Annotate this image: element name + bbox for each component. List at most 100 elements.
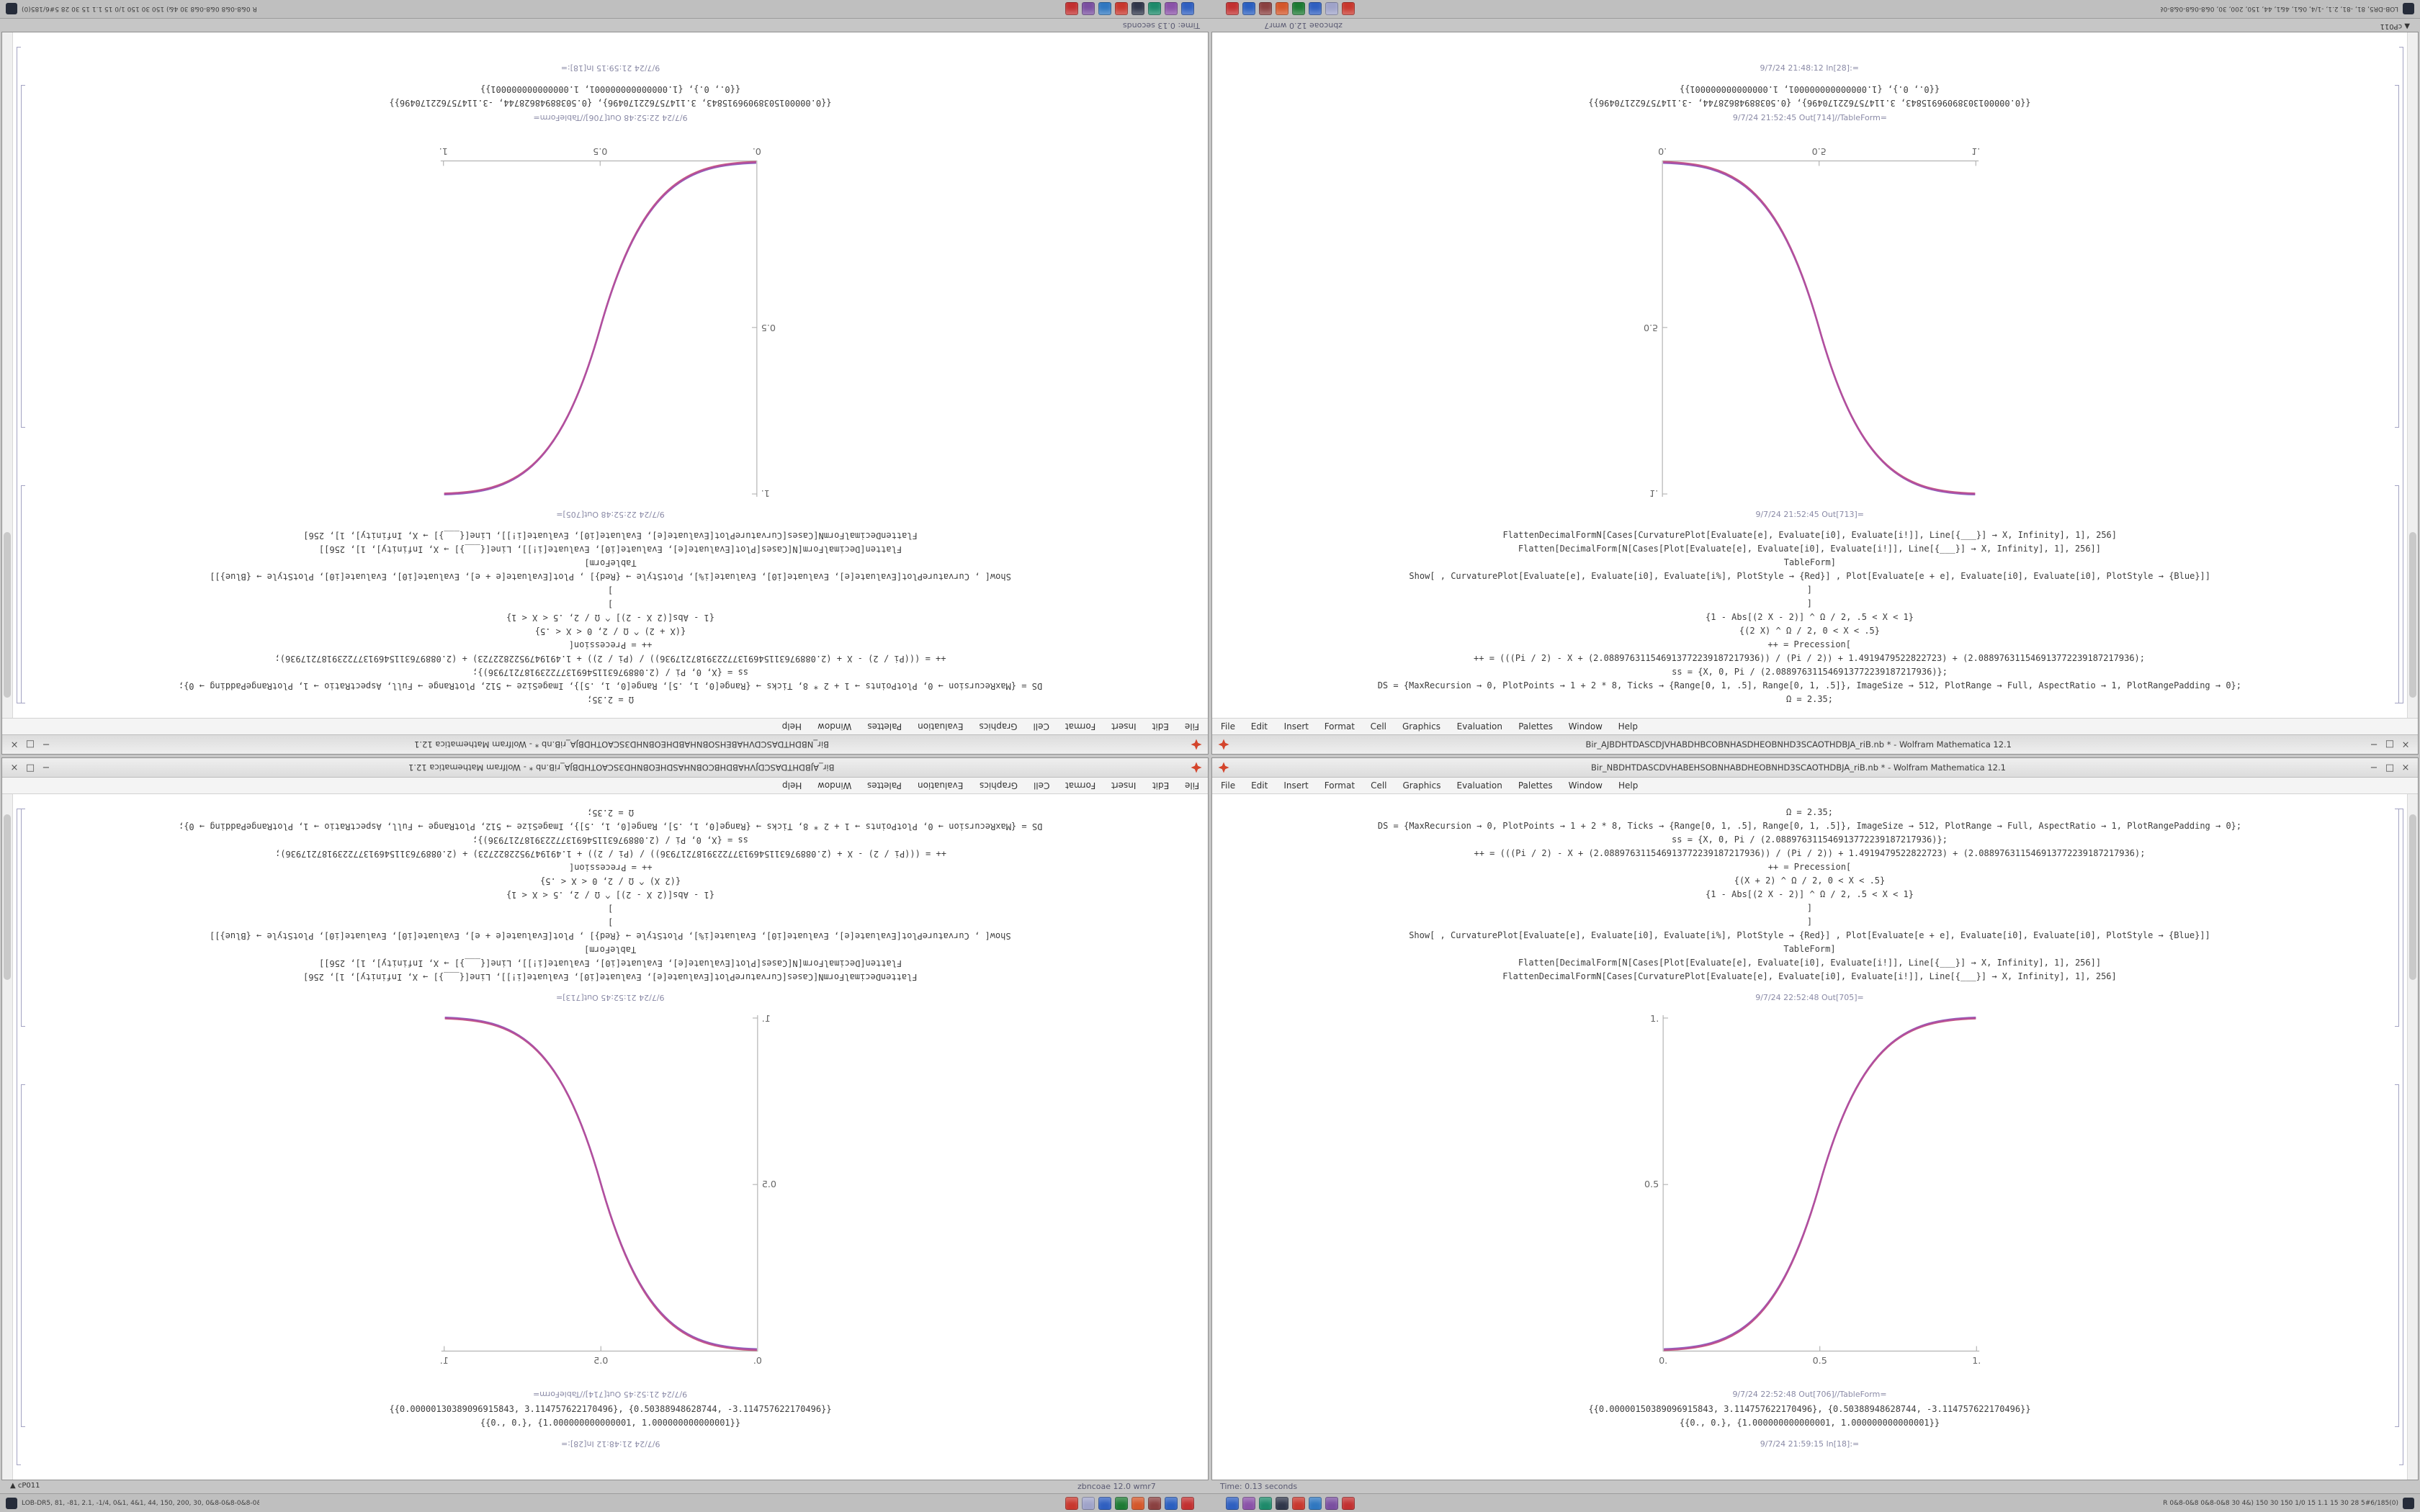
scrollbar[interactable] — [2407, 32, 2418, 718]
minimize-button[interactable]: − — [2370, 739, 2378, 750]
code-line[interactable]: FlattenDecimalFormN[Cases[CurvaturePlot[… — [303, 972, 918, 982]
taskbar-app-icon[interactable] — [1181, 2, 1194, 15]
code-line[interactable]: TableForm] — [1783, 944, 1836, 954]
code-line[interactable]: Show[ , CurvaturePlot[Evaluate[e], Evalu… — [1409, 930, 2210, 940]
close-button[interactable]: × — [2401, 762, 2410, 773]
menu-item[interactable]: Cell — [1033, 721, 1049, 732]
menu-item[interactable]: Evaluation — [918, 721, 964, 732]
code-line[interactable]: TableForm] — [584, 945, 637, 955]
taskbar-app-icon[interactable] — [1309, 2, 1322, 15]
code-line[interactable]: Ω = 2.35; — [586, 808, 634, 818]
menu-item[interactable]: Graphics — [979, 780, 1018, 791]
menu-item[interactable]: Cell — [1371, 721, 1387, 732]
code-line[interactable]: ] — [607, 585, 614, 595]
menu-item[interactable]: Insert — [1111, 721, 1137, 732]
taskbar-app-icon[interactable] — [1226, 1497, 1239, 1510]
taskbar-app-icon[interactable] — [1065, 1497, 1078, 1510]
titlebar[interactable]: Bir_AJBDHTDASCDJVHABDHBCOBNHASDHEOBNHD3S… — [1212, 734, 2418, 754]
code-line[interactable]: ++ = (((Pi / 2) - X + (2.088976311546913… — [1474, 848, 2146, 858]
taskbar-app-icon[interactable] — [1115, 1497, 1128, 1510]
code-line[interactable]: Flatten[DecimalForm[N[Cases[Plot[Evaluat… — [318, 958, 902, 968]
titlebar[interactable]: Bir_NBDHTDASCDVHABEHSOBNHABDHEOBNHD3SCAO… — [2, 734, 1208, 754]
menu-item[interactable]: Evaluation — [1456, 721, 1502, 732]
scrollbar[interactable] — [2, 32, 13, 718]
taskbar-app-icon[interactable] — [1325, 1497, 1338, 1510]
cell-brackets[interactable] — [17, 47, 27, 703]
code-line[interactable]: ] — [1806, 598, 1813, 608]
taskbar-app-icon[interactable] — [1082, 2, 1095, 15]
code-line[interactable]: DS = {MaxRecursion → 0, PlotPoints → 1 +… — [1377, 821, 2242, 831]
maximize-button[interactable]: □ — [25, 739, 35, 750]
taskbar-app-icon[interactable] — [1115, 2, 1128, 15]
menu-item[interactable]: File — [1221, 721, 1236, 732]
code-line[interactable]: {(2 X) ^ Ω / 2, 0 < X < .5} — [539, 876, 681, 886]
taskbar-app-icon[interactable] — [1259, 2, 1272, 15]
code-line[interactable]: {(X + 2) ^ Ω / 2, 0 < X < .5} — [1734, 876, 1886, 886]
titlebar[interactable]: Bir_NBDHTDASCDVHABEHSOBNHABDHEOBNHD3SCAO… — [1212, 758, 2418, 778]
code-line[interactable]: FlattenDecimalFormN[Cases[CurvaturePlot[… — [1502, 530, 2117, 540]
menu-item[interactable]: Graphics — [1402, 780, 1441, 791]
menu-item[interactable]: Graphics — [979, 721, 1018, 732]
cell-brackets[interactable] — [17, 809, 27, 1465]
code-line[interactable]: {1 - Abs[(2 X - 2)] ^ Ω / 2, .5 < X < 1} — [506, 613, 714, 623]
taskbar-app-icon[interactable] — [1098, 1497, 1111, 1510]
code-line[interactable]: ++ = (((Pi / 2) - X + (2.088976311546913… — [274, 654, 946, 664]
menu-item[interactable]: Evaluation — [918, 780, 964, 791]
minimize-button[interactable]: − — [2370, 762, 2378, 773]
taskbar-app-icon[interactable] — [1292, 2, 1305, 15]
taskbar-app-icon[interactable] — [1325, 2, 1338, 15]
menu-item[interactable]: Format — [1324, 721, 1355, 732]
maximize-button[interactable]: □ — [2385, 762, 2395, 773]
menu-item[interactable]: Graphics — [1402, 721, 1441, 732]
menu-item[interactable]: Edit — [1152, 721, 1169, 732]
menu-item[interactable]: Cell — [1371, 780, 1387, 791]
system-tray-icon[interactable] — [6, 3, 17, 14]
code-line[interactable]: {1 - Abs[(2 X - 2)] ^ Ω / 2, .5 < X < 1} — [506, 890, 714, 900]
taskbar-app-icon[interactable] — [1276, 1497, 1289, 1510]
menu-item[interactable]: Palettes — [1518, 721, 1553, 732]
taskbar-app-icon[interactable] — [1148, 1497, 1161, 1510]
code-line[interactable]: ] — [607, 599, 614, 609]
menu-item[interactable]: File — [1184, 721, 1199, 732]
code-line[interactable]: {(2 X) ^ Ω / 2, 0 < X < .5} — [1739, 626, 1881, 636]
scrollbar-thumb[interactable] — [4, 532, 11, 698]
menu-item[interactable]: Palettes — [867, 721, 902, 732]
code-line[interactable]: Show[ , CurvaturePlot[Evaluate[e], Evalu… — [210, 572, 1011, 582]
scrollbar[interactable] — [2407, 794, 2418, 1480]
menu-item[interactable]: Format — [1065, 721, 1096, 732]
system-menu-icon[interactable] — [6, 1498, 17, 1509]
code-line[interactable]: Flatten[DecimalForm[N[Cases[Plot[Evaluat… — [1518, 958, 2102, 968]
cell-area[interactable]: Ω = 2.35; DS = {MaxRecursion → 0, PlotPoi… — [13, 32, 1208, 718]
maximize-button[interactable]: □ — [2385, 739, 2395, 750]
menu-item[interactable]: Help — [1618, 780, 1639, 791]
maximize-button[interactable]: □ — [25, 762, 35, 773]
minimize-button[interactable]: − — [42, 739, 50, 750]
scrollbar-thumb[interactable] — [4, 814, 11, 980]
taskbar-app-icon[interactable] — [1226, 2, 1239, 15]
taskbar-app-icon[interactable] — [1276, 2, 1289, 15]
menu-item[interactable]: Window — [817, 721, 852, 732]
code-line[interactable]: FlattenDecimalFormN[Cases[CurvaturePlot[… — [303, 531, 918, 541]
menu-item[interactable]: Palettes — [1518, 780, 1553, 791]
code-line[interactable]: ss = {X, 0, Pi / (2.08897631154691377223… — [1672, 834, 1948, 845]
taskbar-app-icon[interactable] — [1342, 1497, 1355, 1510]
menu-item[interactable]: Edit — [1251, 780, 1268, 791]
code-line[interactable]: Ω = 2.35; — [1786, 694, 1834, 704]
taskbar-app-icon[interactable] — [1165, 1497, 1178, 1510]
cell-brackets[interactable] — [2393, 47, 2403, 703]
code-line[interactable]: TableForm] — [584, 558, 637, 568]
menu-item[interactable]: Window — [1568, 721, 1603, 732]
code-line[interactable]: Show[ , CurvaturePlot[Evaluate[e], Evalu… — [210, 931, 1011, 941]
taskbar-app-icon[interactable] — [1148, 2, 1161, 15]
code-line[interactable]: ++ = Precession[ — [568, 863, 653, 873]
code-line[interactable]: ++ = Precession[ — [1767, 639, 1852, 649]
taskbar-app-icon[interactable] — [1082, 1497, 1095, 1510]
menu-item[interactable]: Help — [1618, 721, 1639, 732]
tray-expander[interactable]: ▲ cP011 — [2380, 22, 2410, 30]
cell-brackets[interactable] — [2393, 809, 2403, 1465]
code-line[interactable]: {(X + 2) ^ Ω / 2, 0 < X < .5} — [534, 626, 686, 636]
code-line[interactable]: ++ = Precession[ — [568, 640, 653, 650]
menu-item[interactable]: Evaluation — [1456, 780, 1502, 791]
code-line[interactable]: FlattenDecimalFormN[Cases[CurvaturePlot[… — [1502, 971, 2117, 981]
minimize-button[interactable]: − — [42, 762, 50, 773]
